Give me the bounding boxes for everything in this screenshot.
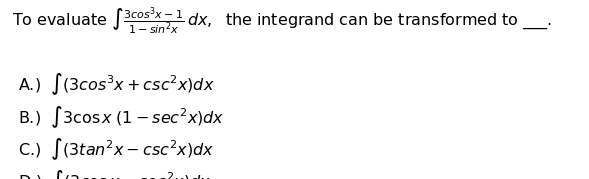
Text: D.)  $\int(3 \cos x - sec^2x)dx$: D.) $\int(3 \cos x - sec^2x)dx$ — [18, 168, 211, 179]
Text: B.)  $\int 3 \cos x \; (1 - sec^2x)dx$: B.) $\int 3 \cos x \; (1 - sec^2x)dx$ — [18, 104, 224, 130]
Text: To evaluate $\int \frac{3cos^3x-1}{1-sin^2x}\,dx,$  the integrand can be transfo: To evaluate $\int \frac{3cos^3x-1}{1-sin… — [12, 5, 552, 37]
Text: C.)  $\int(3tan^2x - csc^2x)dx$: C.) $\int(3tan^2x - csc^2x)dx$ — [18, 136, 214, 162]
Text: A.)  $\int(3cos^3x + csc^2x)dx$: A.) $\int(3cos^3x + csc^2x)dx$ — [18, 72, 214, 97]
